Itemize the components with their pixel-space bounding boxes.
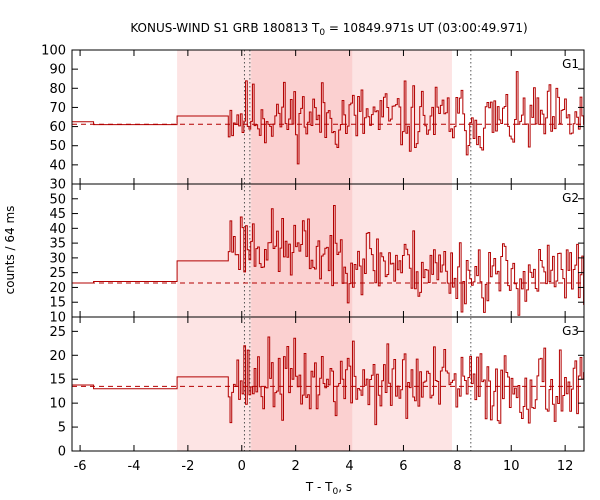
g1-y-tick-label: 40 — [49, 158, 66, 173]
g3-y-tick-label: 10 — [49, 397, 66, 412]
g1-y-tick-label: 30 — [49, 178, 66, 193]
g1-light-curve — [72, 71, 585, 165]
g2-y-tick-label: 20 — [49, 281, 66, 296]
x-tick-label: 10 — [503, 459, 520, 474]
g2-y-tick-label: 45 — [49, 207, 66, 222]
x-axis-label-suffix: , s — [338, 480, 352, 494]
x-tick-label: 8 — [453, 459, 461, 474]
g3-panel-frame — [71, 316, 585, 452]
g1-panel-label: G1 — [562, 57, 579, 71]
x-tick-label: 4 — [345, 459, 353, 474]
g2-y-tick-label: 35 — [49, 237, 66, 252]
y-axis-label: counts / 64 ms — [3, 206, 17, 295]
g1-y-tick-label: 70 — [49, 101, 66, 116]
g2-y-tick-label: 15 — [49, 296, 66, 311]
g1-y-tick-label: 50 — [49, 139, 66, 154]
x-axis-label-sub: 0 — [333, 487, 339, 497]
g2-light-curve — [72, 204, 585, 316]
x-tick-label: 2 — [292, 459, 300, 474]
chart-title-prefix: KONUS-WIND S1 GRB 180813 T — [130, 21, 320, 35]
g1-y-tick-label: 100 — [41, 44, 66, 59]
g3-panel-label: G3 — [562, 324, 579, 338]
g2-y-tick-label: 40 — [49, 222, 66, 237]
g3-y-tick-label: 5 — [58, 421, 66, 436]
g1-y-tick-label: 60 — [49, 120, 66, 135]
x-axis-label: T - T0, s — [305, 480, 352, 497]
x-tick-label: 6 — [399, 459, 407, 474]
x-tick-label: 12 — [557, 459, 574, 474]
g1-y-tick-label: 80 — [49, 82, 66, 97]
g3-light-curve — [72, 336, 585, 426]
chart-title-suffix: = 10849.971s UT (03:00:49.971) — [325, 21, 528, 35]
g3-y-tick-label: 20 — [49, 349, 66, 364]
g3-y-tick-label: 0 — [58, 445, 66, 460]
g2-y-tick-label: 50 — [49, 192, 66, 207]
g2-y-tick-label: 25 — [49, 266, 66, 281]
x-tick-label: -2 — [181, 459, 194, 474]
chart-title: KONUS-WIND S1 GRB 180813 T0 = 10849.971s… — [130, 21, 527, 38]
x-tick-label: -6 — [74, 459, 87, 474]
x-tick-label: -4 — [127, 459, 140, 474]
g3-y-tick-label: 25 — [49, 325, 66, 340]
chart-title-sub: 0 — [319, 28, 325, 38]
g2-y-tick-label: 30 — [49, 251, 66, 266]
g2-panel-label: G2 — [562, 191, 579, 205]
g1-y-tick-label: 90 — [49, 63, 66, 78]
g3-y-tick-label: 15 — [49, 373, 66, 388]
x-axis-label-prefix: T - T — [305, 480, 333, 494]
x-tick-label: 0 — [238, 459, 246, 474]
g2-y-tick-label: 10 — [49, 311, 66, 326]
